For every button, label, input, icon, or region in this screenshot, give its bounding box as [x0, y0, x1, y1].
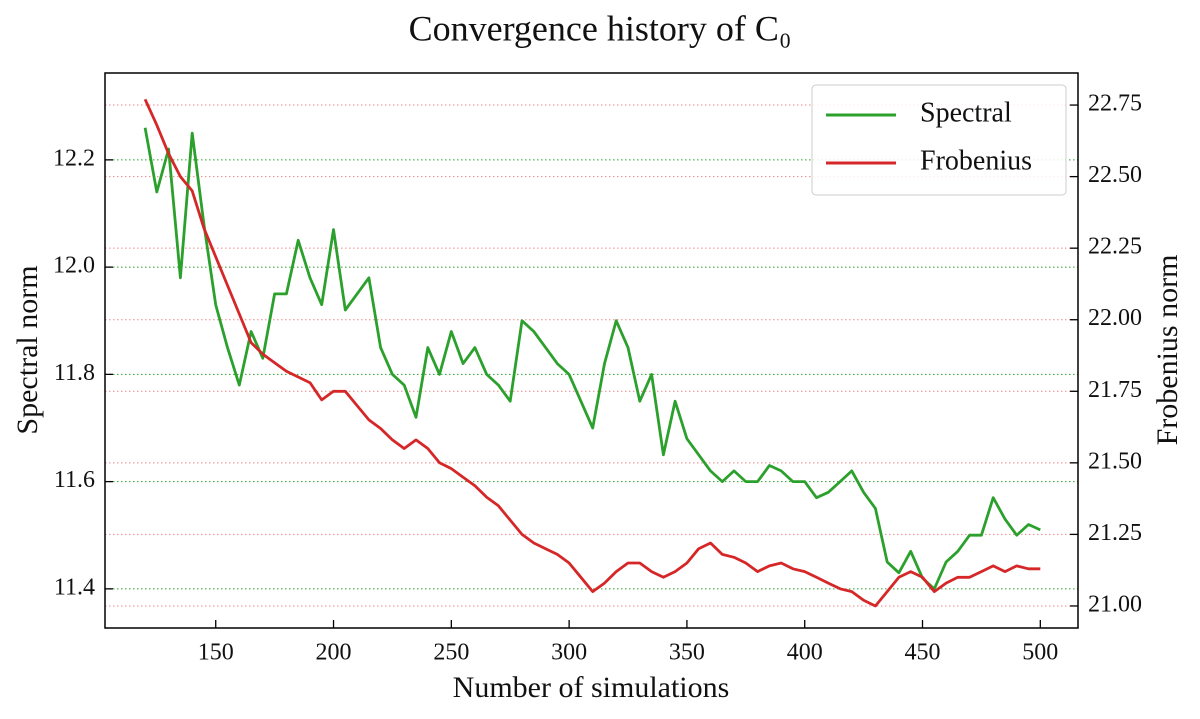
series-line: [143, 98, 1041, 608]
plot-frame: [104, 72, 1079, 629]
x-tick-label: 200: [316, 640, 352, 666]
y2-tick-label: 22.00: [1088, 305, 1142, 331]
chart-title: Convergence history of C₀: [409, 8, 792, 48]
x-tick-label: 350: [669, 640, 705, 666]
x-axis-label: Number of simulations: [453, 671, 730, 704]
y-tick-label: 12.2: [53, 145, 95, 171]
y-tick-label: 11.6: [54, 467, 95, 493]
y-tick-label: 12.0: [53, 253, 95, 279]
y-tick-label: 11.4: [54, 574, 95, 600]
legend-label: Frobenius: [920, 145, 1032, 176]
legend-box: [811, 84, 1067, 196]
y2-tick-label: 21.50: [1088, 448, 1142, 474]
y2-tick-label: 22.25: [1088, 234, 1142, 260]
y2-tick-label: 21.25: [1088, 520, 1142, 546]
y-axis-label: Spectral norm: [11, 265, 44, 434]
x-tick-label: 300: [551, 640, 587, 666]
x-tick-label: 250: [433, 640, 469, 666]
series-line: [143, 127, 1041, 591]
y2-tick-label: 22.50: [1088, 162, 1142, 188]
x-tick-label: 150: [198, 640, 234, 666]
y-tick-label: 11.8: [54, 360, 95, 386]
y2-tick-label: 22.75: [1088, 91, 1142, 117]
x-tick-label: 400: [787, 640, 823, 666]
y2-tick-label: 21.00: [1088, 591, 1142, 617]
x-tick-label: 500: [1022, 640, 1058, 666]
legend-label: Spectral: [920, 97, 1012, 128]
x-tick-label: 450: [905, 640, 941, 666]
y2-tick-label: 21.75: [1088, 377, 1142, 403]
y2-axis-label: Frobenius norm: [1151, 255, 1184, 446]
